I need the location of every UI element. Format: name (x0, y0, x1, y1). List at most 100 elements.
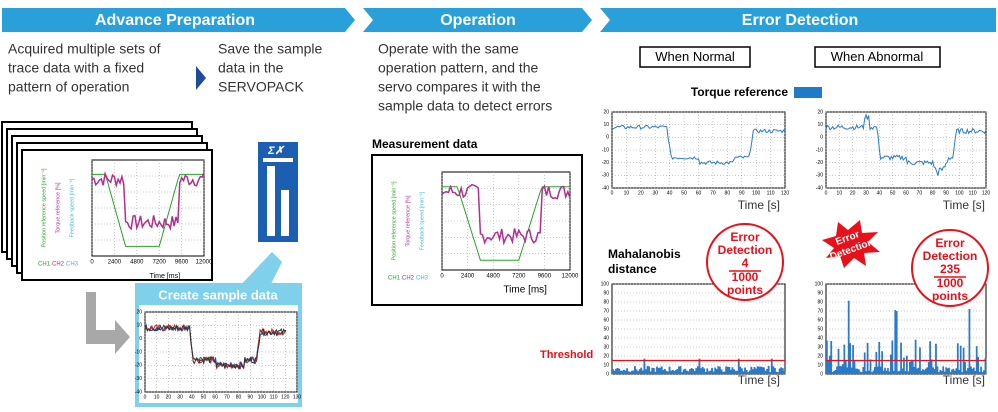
x-tick-label: 120 (982, 190, 991, 196)
y-tick-label: 50 (603, 326, 609, 332)
x-tick-label: 30 (177, 394, 183, 400)
y-tick-label: 70 (603, 308, 609, 314)
text-line: Acquired multiple sets of (8, 41, 161, 57)
x-tick-label: 110 (969, 190, 977, 196)
badge-text: Detection (718, 243, 773, 257)
x-tick-label: 80 (725, 190, 731, 196)
y-tick-label: 30 (603, 344, 609, 350)
badge-count: 235 (940, 262, 960, 276)
y-tick-label: 40 (603, 335, 609, 341)
y-tick-label: 80 (817, 299, 823, 305)
badge-unit: points (727, 283, 763, 297)
text-line: data in the (218, 60, 284, 76)
badge-count: 4 (742, 256, 749, 270)
x-tick-label: 12000 (196, 260, 213, 266)
channel-label: CH3 (66, 262, 79, 268)
y-tick-label: 40 (817, 335, 823, 341)
axis-label: Position reference speed [min⁻¹] (41, 168, 47, 247)
x-tick-label: 130 (293, 394, 302, 400)
y-tick-label: 20 (817, 353, 823, 359)
text-line: Operate with the same (378, 41, 519, 57)
text-line: pattern of operation (8, 79, 129, 95)
y-tick-label: -20 (135, 363, 142, 369)
x-axis-label: Time [ms] (150, 273, 181, 280)
svg-text:Σ✗: Σ✗ (267, 145, 284, 157)
axis-label: Feedback speed [min⁻¹] (69, 178, 75, 237)
distance-bar (960, 346, 962, 374)
x-tick-label: 70 (224, 394, 230, 400)
x-axis-label: Time [s] (738, 198, 780, 212)
x-tick-label: 30 (863, 190, 869, 196)
x-tick-label: 40 (189, 394, 195, 400)
x-tick-label: 70 (710, 190, 716, 196)
sample-title: Create sample data (158, 287, 278, 302)
x-tick-label: 120 (281, 394, 290, 400)
x-tick-label: 110 (767, 190, 775, 196)
x-tick-label: 0 (611, 190, 614, 196)
x-tick-label: 90 (247, 394, 253, 400)
text-line: trace data with a fixed (8, 60, 144, 76)
y-tick-label: 10 (603, 362, 609, 368)
servopack-icon: Σ✗ (258, 142, 298, 242)
axis-label: Feedback speed [min⁻¹] (419, 191, 425, 250)
y-tick-label: 10 (136, 323, 142, 329)
x-tick-label: 100 (752, 190, 761, 196)
x-tick-label: 0 (825, 190, 828, 196)
condition-label: When Normal (655, 49, 735, 64)
x-tick-label: 50 (681, 190, 687, 196)
axis-label: Torque reference [%] (405, 195, 411, 247)
x-tick-label: 9600 (175, 260, 189, 266)
y-tick-label: 70 (817, 308, 823, 314)
y-tick-label: -40 (816, 185, 823, 191)
x-tick-label: 7200 (512, 274, 526, 280)
y-tick-label: 0 (606, 135, 609, 141)
text-line: Mahalanobis (608, 247, 681, 261)
condition-label: When Abnormal (831, 49, 924, 64)
x-tick-label: 110 (270, 394, 278, 400)
y-tick-label: -40 (135, 389, 142, 395)
x-tick-label: 20 (638, 190, 644, 196)
badge-unit: points (932, 289, 968, 303)
y-tick-label: 20 (603, 109, 609, 115)
x-tick-label: 20 (166, 394, 172, 400)
x-tick-label: 50 (201, 394, 207, 400)
distance-bar (891, 340, 893, 374)
y-tick-label: 10 (817, 362, 823, 368)
x-tick-label: 90 (739, 190, 745, 196)
x-tick-label: 12000 (562, 274, 579, 280)
axis-label: Torque reference [%] (55, 182, 61, 234)
step-arrow (196, 66, 206, 90)
x-tick-label: 4800 (130, 260, 144, 266)
x-axis-label: Time [ms] (503, 285, 547, 296)
y-tick-label: 0 (139, 336, 142, 342)
text-line: distance (608, 262, 657, 276)
x-tick-label: 4800 (487, 274, 501, 280)
legend-swatch (794, 87, 822, 98)
x-tick-label: 60 (903, 190, 909, 196)
x-axis-label: Time [s] (738, 373, 780, 387)
y-tick-label: -40 (602, 185, 609, 191)
y-tick-label: 60 (817, 317, 823, 323)
channel-label: CH2 (52, 262, 65, 268)
y-tick-label: -30 (135, 376, 142, 382)
y-tick-label: 100 (601, 281, 610, 287)
y-tick-label: 100 (815, 281, 824, 287)
distance-bar (783, 371, 785, 374)
badge-text: Error (935, 236, 965, 250)
badge-text: Error (730, 230, 760, 244)
badge-total: 1000 (732, 270, 759, 284)
y-tick-label: 90 (603, 290, 609, 296)
badge-text: Detection (923, 249, 978, 263)
y-tick-label: 30 (817, 344, 823, 350)
y-tick-label: 50 (817, 326, 823, 332)
text-line: servo compares it with the (378, 79, 541, 95)
x-tick-label: 30 (652, 190, 658, 196)
x-axis-label: Time [s] (943, 198, 985, 212)
x-tick-label: 9600 (538, 274, 552, 280)
distance-bar (969, 309, 971, 374)
x-tick-label: 70 (917, 190, 923, 196)
y-tick-label: 60 (603, 317, 609, 323)
x-tick-label: 10 (837, 190, 843, 196)
x-tick-label: 80 (930, 190, 936, 196)
channel-label: CH3 (416, 276, 429, 282)
